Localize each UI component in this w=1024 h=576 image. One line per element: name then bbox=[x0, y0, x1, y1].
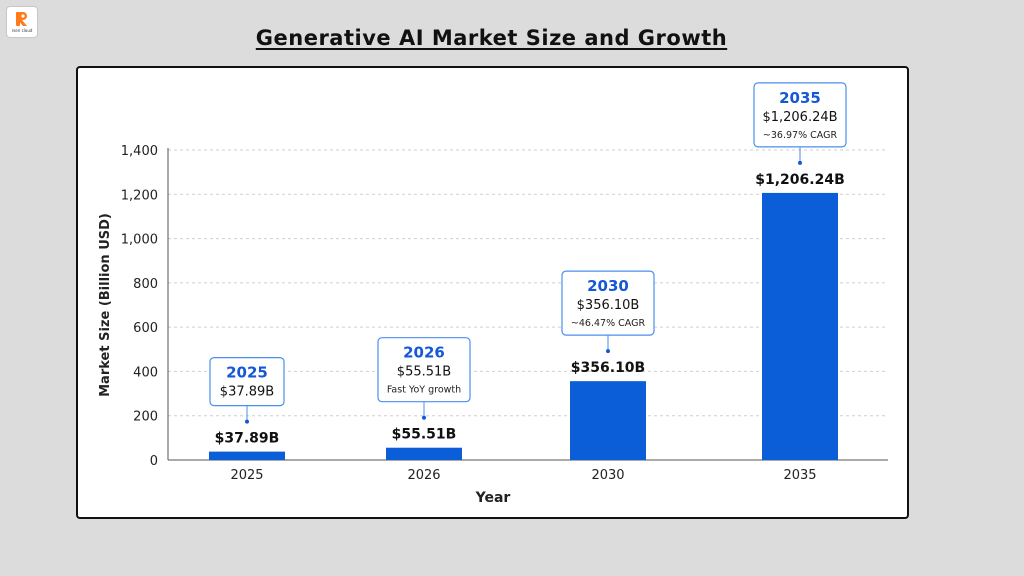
callout-dot bbox=[798, 160, 802, 165]
y-tick-label: 800 bbox=[133, 277, 158, 292]
y-tick-label: 1,200 bbox=[121, 188, 158, 203]
brand-logo-text: rsen cloud bbox=[11, 28, 33, 33]
brand-logo: rsen cloud bbox=[7, 7, 37, 37]
callout-dot bbox=[422, 415, 426, 420]
callout-dot bbox=[606, 349, 610, 354]
bar bbox=[386, 447, 462, 460]
callout-note: ~46.47% CAGR bbox=[571, 318, 646, 329]
page-title: Generative AI Market Size and Growth bbox=[0, 26, 983, 50]
callout-note: Fast YoY growth bbox=[387, 385, 461, 396]
x-tick-label: 2026 bbox=[407, 468, 440, 483]
bar bbox=[209, 451, 285, 460]
x-tick-label: 2030 bbox=[591, 468, 624, 483]
callout-value: $37.89B bbox=[220, 385, 274, 400]
callout-year: 2026 bbox=[403, 344, 445, 362]
y-tick-label: 0 bbox=[150, 454, 158, 469]
bar-value-label: $37.89B bbox=[215, 431, 280, 447]
callout-value: $55.51B bbox=[397, 365, 451, 380]
y-tick-label: 1,000 bbox=[121, 233, 158, 248]
callout-year: 2030 bbox=[587, 277, 629, 295]
callout-note: ~36.97% CAGR bbox=[763, 130, 838, 141]
callout-year: 2025 bbox=[226, 364, 268, 382]
x-tick-label: 2035 bbox=[783, 468, 816, 483]
bar bbox=[570, 381, 646, 460]
callout-year: 2035 bbox=[779, 89, 821, 107]
callout-dot bbox=[245, 419, 249, 424]
page-title-text: Generative AI Market Size and Growth bbox=[255, 26, 728, 50]
bar-value-label: $1,206.24B bbox=[755, 172, 845, 188]
bar-value-label: $55.51B bbox=[392, 427, 457, 443]
brand-logo-icon bbox=[16, 12, 27, 26]
y-tick-label: 1,400 bbox=[121, 144, 158, 159]
callout-value: $356.10B bbox=[577, 298, 640, 313]
bar bbox=[762, 192, 838, 460]
y-tick-label: 600 bbox=[133, 321, 158, 336]
y-tick-label: 400 bbox=[133, 365, 158, 380]
bar-chart: 0 200 400 600 800 1,000 1,200 1,400 Market Size … bbox=[98, 82, 888, 506]
x-tick-label: 2025 bbox=[230, 468, 263, 483]
y-axis-label: Market Size (Billion USD) bbox=[98, 213, 113, 397]
x-axis-label: Year bbox=[475, 490, 511, 506]
y-tick-label: 200 bbox=[133, 410, 158, 425]
chart-frame: 0 200 400 600 800 1,000 1,200 1,400 Market Size … bbox=[76, 66, 909, 519]
bar-value-label: $356.10B bbox=[571, 360, 645, 376]
callout-value: $1,206.24B bbox=[762, 110, 837, 125]
